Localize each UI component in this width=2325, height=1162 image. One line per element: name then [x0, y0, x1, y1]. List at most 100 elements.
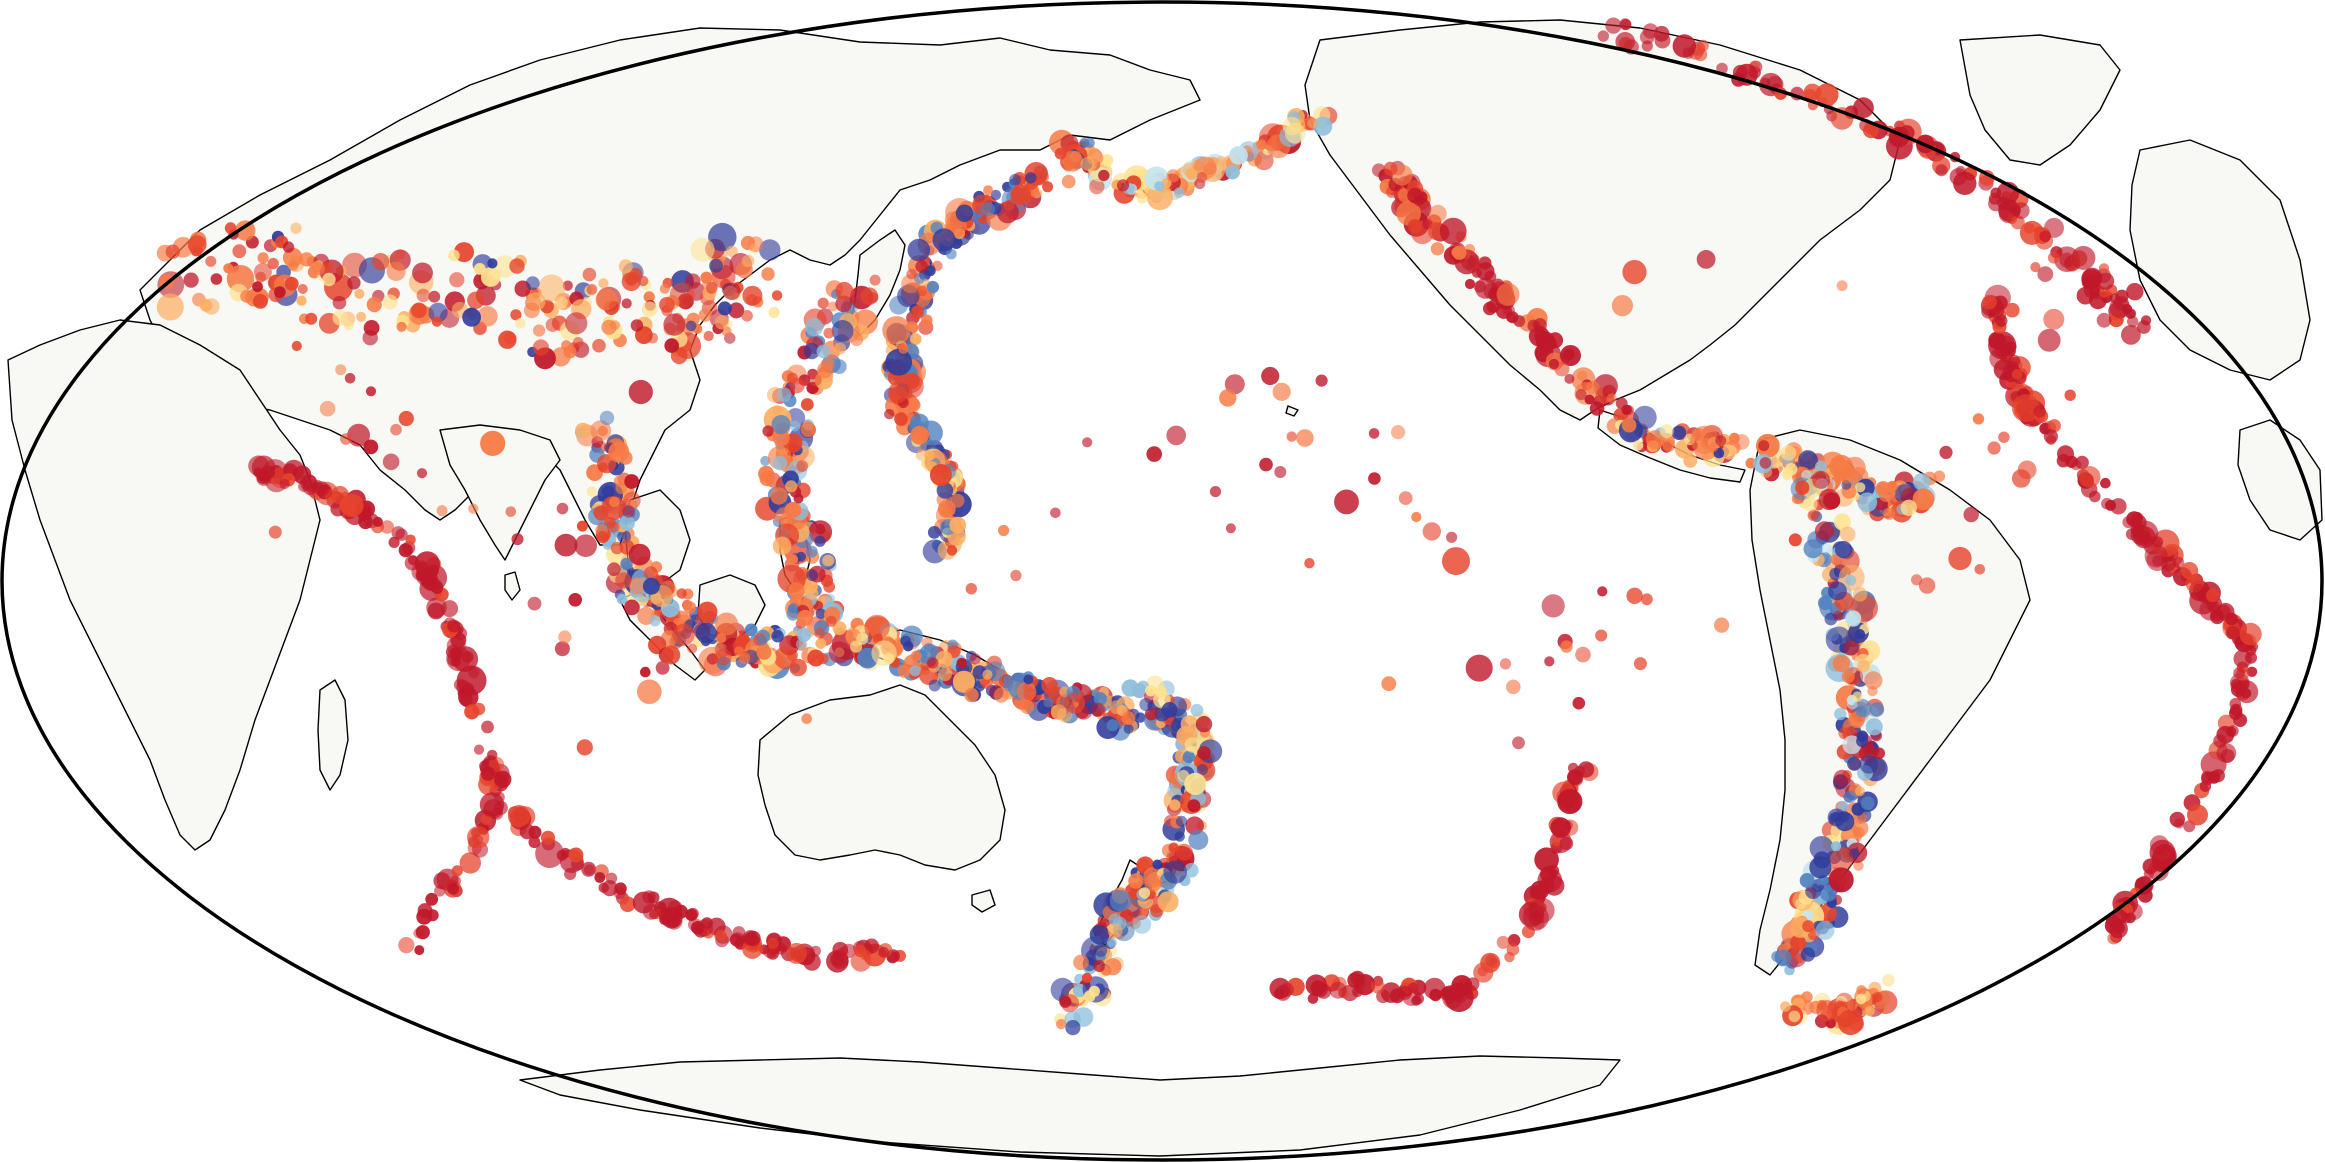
earthquake-marker — [1641, 593, 1653, 606]
earthquake-marker — [340, 433, 352, 445]
earthquake-marker — [793, 493, 804, 504]
earthquake-marker — [256, 469, 271, 484]
earthquake-marker — [659, 297, 675, 313]
earthquake-marker — [746, 294, 758, 306]
earthquake-marker — [643, 291, 655, 303]
earthquake-marker — [766, 947, 779, 960]
earthquake-marker — [1860, 796, 1875, 811]
earthquake-marker — [183, 272, 199, 288]
earthquake-marker — [715, 612, 739, 636]
earthquake-marker — [637, 679, 662, 704]
earthquake-marker — [1225, 523, 1236, 534]
earthquake-marker — [825, 615, 837, 627]
earthquake-marker — [1845, 610, 1862, 627]
earthquake-marker — [601, 485, 615, 498]
earthquake-marker — [1093, 943, 1108, 957]
earthquake-marker — [1464, 278, 1476, 290]
earthquake-marker — [428, 302, 448, 323]
earthquake-marker — [915, 260, 928, 273]
earthquake-marker — [436, 505, 448, 517]
earthquake-marker — [621, 271, 641, 292]
earthquake-marker — [938, 667, 952, 682]
earthquake-marker — [1814, 521, 1834, 541]
earthquake-marker — [860, 287, 879, 306]
earthquake-marker — [935, 650, 953, 668]
earthquake-marker — [2209, 604, 2220, 615]
earthquake-marker — [2081, 276, 2096, 290]
earthquake-marker — [1109, 700, 1124, 715]
earthquake-marker — [1272, 382, 1291, 401]
earthquake-marker — [1758, 440, 1770, 452]
landmass-madagascar — [317, 679, 349, 791]
earthquake-marker — [647, 332, 658, 344]
earthquake-marker — [405, 534, 416, 545]
earthquake-marker — [335, 364, 347, 376]
earthquake-marker — [1121, 679, 1139, 697]
earthquake-marker — [2187, 804, 2208, 826]
earthquake-marker — [788, 582, 805, 600]
earthquake-marker — [676, 588, 687, 599]
earthquake-marker — [955, 204, 974, 223]
earthquake-marker — [554, 533, 578, 557]
earthquake-marker — [1442, 547, 1470, 576]
earthquake-marker — [2192, 583, 2205, 597]
earthquake-marker — [572, 337, 584, 348]
earthquake-marker — [268, 525, 282, 539]
earthquake-marker — [1003, 199, 1015, 211]
earthquake-marker — [1597, 586, 1608, 597]
earthquake-marker — [1184, 772, 1207, 796]
earthquake-marker — [1933, 470, 1946, 483]
earthquake-marker — [1844, 790, 1857, 804]
earthquake-marker — [1430, 242, 1445, 256]
earthquake-marker — [322, 272, 336, 287]
earthquake-marker — [1575, 646, 1591, 663]
earthquake-marker — [787, 603, 798, 614]
earthquake-marker — [1173, 187, 1185, 199]
earthquake-marker — [1564, 373, 1575, 384]
earthquake-marker — [912, 304, 924, 317]
earthquake-marker — [609, 496, 620, 508]
earthquake-marker — [701, 917, 713, 929]
earthquake-marker — [768, 306, 780, 319]
earthquake-marker — [382, 453, 400, 471]
earthquake-marker — [1662, 439, 1676, 452]
earthquake-marker — [1284, 122, 1306, 144]
earthquake-marker — [451, 865, 463, 877]
earthquake-marker — [1176, 815, 1188, 828]
earthquake-marker — [2096, 272, 2115, 290]
earthquake-marker — [1229, 145, 1248, 165]
earthquake-marker — [1195, 716, 1213, 733]
earthquake-marker — [1529, 887, 1541, 900]
earthquake-marker — [672, 623, 695, 646]
earthquake-marker — [1166, 771, 1179, 784]
earthquake-marker — [554, 641, 570, 657]
earthquake-marker — [165, 244, 180, 259]
earthquake-marker — [1144, 873, 1163, 892]
earthquake-marker — [461, 651, 474, 663]
earthquake-marker — [1411, 511, 1422, 523]
earthquake-marker — [596, 530, 609, 544]
earthquake-marker — [1225, 164, 1240, 180]
earthquake-marker — [2246, 666, 2258, 677]
earthquake-marker — [1296, 429, 1314, 447]
earthquake-marker — [430, 581, 444, 594]
earthquake-marker — [809, 373, 822, 387]
earthquake-marker — [509, 258, 525, 274]
earthquake-marker — [1224, 374, 1245, 395]
earthquake-marker — [2017, 460, 2037, 480]
earthquake-marker — [427, 602, 445, 620]
earthquake-points — [156, 17, 2262, 1036]
earthquake-marker — [937, 500, 956, 518]
earthquake-marker — [929, 464, 952, 486]
earthquake-marker — [705, 282, 718, 294]
earthquake-marker — [619, 896, 636, 912]
earthquake-marker — [744, 623, 758, 637]
earthquake-marker — [993, 687, 1009, 703]
earthquake-marker — [1584, 394, 1595, 405]
earthquake-marker — [815, 608, 827, 620]
earthquake-marker — [1544, 656, 1555, 667]
earthquake-marker — [593, 505, 609, 521]
earthquake-marker — [1862, 122, 1879, 139]
earthquake-marker — [1334, 489, 1359, 515]
